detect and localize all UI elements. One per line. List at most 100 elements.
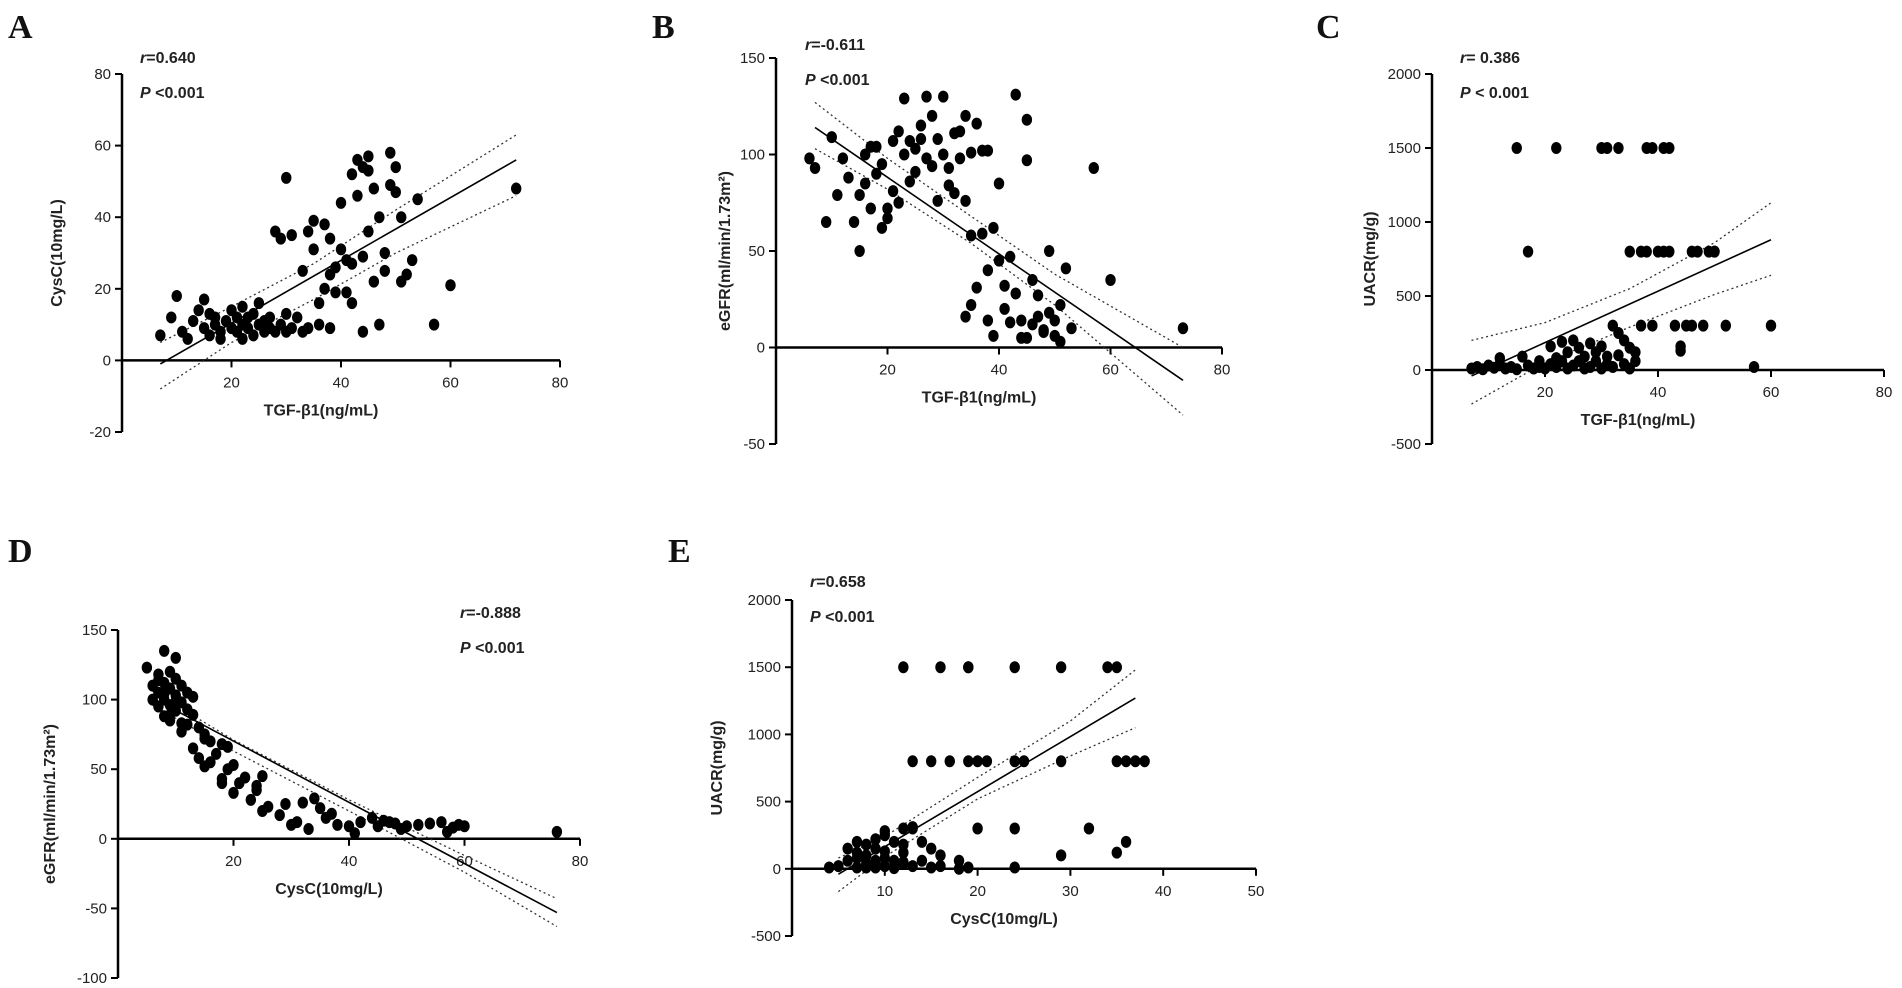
- p-number-c: < 0.001: [1471, 85, 1529, 102]
- y-tick-label-e: 1500: [748, 659, 781, 676]
- y-tick-label-b: -50: [743, 436, 765, 453]
- y-axis-label-d: eGFR(ml/min/1.73m²): [42, 724, 59, 884]
- panel-letter-d: D: [8, 533, 33, 570]
- data-point-d: [314, 802, 326, 815]
- data-point-d: [228, 759, 239, 772]
- data-point-a: [313, 297, 325, 310]
- data-point-b: [1177, 322, 1189, 335]
- data-point-a: [401, 268, 412, 281]
- data-point-a: [428, 318, 440, 331]
- data-point-d: [216, 772, 228, 785]
- data-point-c: [1511, 363, 1522, 376]
- data-point-b: [1049, 314, 1060, 327]
- data-point-a: [324, 232, 336, 245]
- data-point-e: [842, 842, 853, 855]
- data-point-b: [977, 227, 988, 240]
- data-point-b: [887, 134, 899, 147]
- data-point-c: [1596, 340, 1607, 353]
- data-point-a: [215, 325, 226, 338]
- ci-lower-b: [814, 148, 1184, 416]
- panel-letter-c: C: [1316, 9, 1341, 46]
- data-point-d: [245, 793, 257, 806]
- data-point-d: [332, 818, 343, 831]
- data-point-b: [982, 264, 994, 277]
- x-tick-label-a: 20: [223, 374, 240, 391]
- p-value-c: P < 0.001: [1460, 85, 1529, 102]
- data-point-a: [412, 193, 423, 206]
- data-point-a: [352, 189, 363, 202]
- data-point-b: [1010, 287, 1021, 300]
- data-point-a: [390, 161, 401, 174]
- data-point-e: [870, 833, 881, 846]
- data-point-c: [1613, 349, 1624, 362]
- data-point-b: [954, 125, 966, 138]
- data-point-b: [938, 148, 949, 161]
- data-point-b: [809, 162, 821, 175]
- p-symbol-b: P: [805, 72, 816, 89]
- data-point-c: [1613, 142, 1624, 154]
- panel-letter-b: B: [652, 9, 675, 46]
- data-point-e: [1018, 755, 1030, 768]
- panel-e: E -500 0 500 1000 1500 2000 10 20 30 40 50 CysC(10mg…: [668, 533, 1264, 945]
- r-symbol-b: r: [805, 37, 812, 54]
- data-point-b: [1016, 314, 1027, 327]
- data-point-d: [297, 796, 308, 809]
- data-point-c: [1635, 319, 1647, 332]
- r-number-c: = 0.386: [1466, 50, 1520, 67]
- data-point-d: [159, 644, 170, 657]
- x-tick-label-e: 50: [1248, 883, 1265, 900]
- data-point-b: [1021, 113, 1033, 126]
- data-point-b: [999, 302, 1010, 315]
- data-point-e: [823, 861, 835, 874]
- data-point-a: [511, 182, 522, 195]
- ci-lower-a: [159, 195, 517, 390]
- data-point-b: [860, 177, 871, 190]
- data-point-a: [445, 279, 456, 292]
- data-point-d: [170, 694, 181, 707]
- data-point-b: [837, 152, 849, 165]
- data-point-e: [1102, 661, 1113, 674]
- data-point-a: [253, 297, 265, 310]
- p-number-b: <0.001: [816, 72, 870, 89]
- data-point-b: [943, 162, 955, 175]
- p-symbol-a: P: [140, 85, 151, 102]
- data-point-a: [171, 289, 182, 302]
- data-point-d: [153, 674, 164, 687]
- data-point-d: [309, 792, 320, 805]
- data-point-d: [384, 816, 395, 829]
- data-point-e: [888, 835, 900, 848]
- data-point-c: [1647, 319, 1658, 332]
- data-point-e: [898, 822, 909, 835]
- data-point-d: [187, 708, 199, 721]
- data-point-a: [368, 182, 380, 195]
- data-point-b: [965, 229, 977, 242]
- data-point-e: [898, 856, 909, 869]
- data-point-b: [882, 202, 893, 215]
- panel-letter-e: E: [668, 533, 691, 570]
- data-point-d: [436, 816, 447, 829]
- x-tick-label-d: 20: [225, 853, 242, 870]
- y-tick-label-b: 50: [748, 243, 765, 260]
- data-point-c: [1698, 319, 1709, 332]
- data-point-b: [820, 216, 832, 229]
- data-point-a: [286, 229, 297, 242]
- x-tick-label-b: 60: [1102, 362, 1119, 379]
- y-tick-label-e: 500: [756, 794, 781, 811]
- data-point-a: [292, 311, 303, 324]
- ci-upper-d: [152, 690, 558, 900]
- data-point-b: [871, 167, 882, 180]
- data-point-e: [963, 861, 974, 874]
- data-point-b: [1021, 154, 1033, 167]
- data-point-d: [262, 800, 274, 813]
- y-tick-label-a: 20: [94, 281, 111, 298]
- data-point-b: [982, 314, 994, 327]
- ci-upper-c: [1471, 202, 1772, 342]
- data-point-e: [1130, 755, 1141, 768]
- data-point-e: [1111, 846, 1123, 859]
- p-number-d: <0.001: [471, 640, 525, 657]
- y-tick-label-d: 150: [82, 622, 107, 639]
- data-point-c: [1630, 346, 1641, 359]
- data-point-d: [210, 747, 222, 760]
- data-point-e: [926, 755, 937, 768]
- data-point-b: [971, 281, 982, 294]
